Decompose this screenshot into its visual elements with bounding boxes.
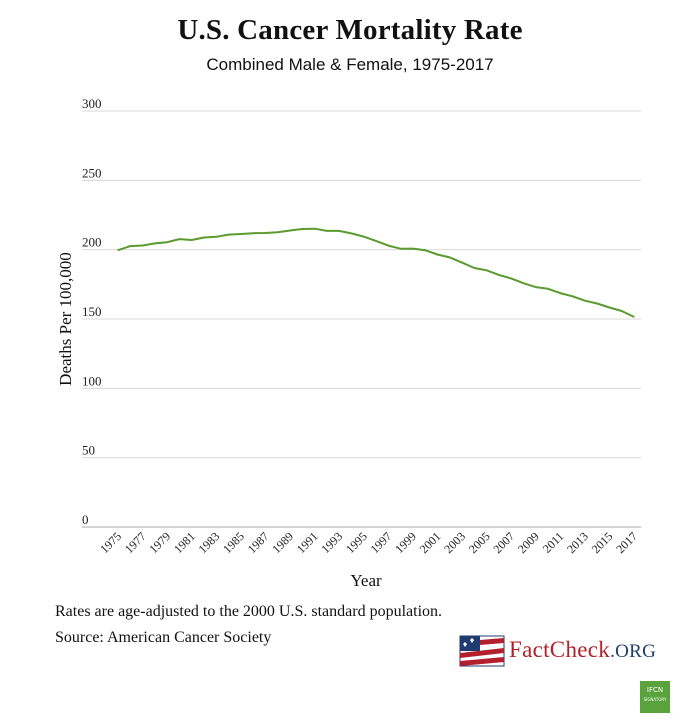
factcheck-suffix: .ORG xyxy=(610,641,657,662)
badge-line1: IFCN xyxy=(646,686,664,694)
data-point-1990 xyxy=(301,228,303,230)
data-point-1996 xyxy=(375,240,377,242)
x-tick-label-2003: 2003 xyxy=(441,529,468,556)
data-point-1997 xyxy=(387,245,389,247)
x-tick-label-1999: 1999 xyxy=(392,529,419,556)
x-tick-label-1975: 1975 xyxy=(97,529,124,556)
chart-subtitle: Combined Male & Female, 1975-2017 xyxy=(206,55,494,74)
factcheck-logo: FactCheck.ORG xyxy=(458,630,658,670)
data-point-2014 xyxy=(596,302,598,305)
data-point-2002 xyxy=(449,256,451,259)
data-point-1991 xyxy=(313,228,316,230)
x-axis-label: Year xyxy=(350,571,382,590)
data-point-1995 xyxy=(363,236,365,238)
y-tick-label-50: 50 xyxy=(82,443,95,458)
data-point-1993 xyxy=(338,230,340,232)
data-point-2006 xyxy=(498,274,500,276)
data-point-1976 xyxy=(129,245,131,247)
x-tick-label-1997: 1997 xyxy=(368,529,395,556)
y-tick-label-0: 0 xyxy=(82,512,89,527)
chart-title: U.S. Cancer Mortality Rate xyxy=(177,14,523,46)
x-tick-label-2013: 2013 xyxy=(564,529,591,556)
x-tick-label-2015: 2015 xyxy=(589,529,616,556)
factcheck-name: FactCheck xyxy=(509,637,611,662)
series-line-0 xyxy=(117,227,635,318)
data-point-1989 xyxy=(289,229,291,232)
x-tick-label-1995: 1995 xyxy=(343,529,370,556)
x-tick-label-2011: 2011 xyxy=(540,529,567,556)
x-tick-label-1985: 1985 xyxy=(220,529,247,556)
data-point-2000 xyxy=(424,249,426,251)
data-point-1988 xyxy=(277,231,279,233)
x-tick-label-2001: 2001 xyxy=(417,529,444,556)
y-tick-label-200: 200 xyxy=(82,235,102,250)
x-tick-label-1979: 1979 xyxy=(146,529,173,556)
x-tick-label-1987: 1987 xyxy=(245,529,272,556)
data-point-2010 xyxy=(547,288,549,290)
data-point-2017 xyxy=(633,316,635,318)
x-tick-label-1989: 1989 xyxy=(269,529,296,556)
data-point-1977 xyxy=(141,244,144,247)
data-point-2016 xyxy=(621,310,623,312)
y-tick-label-100: 100 xyxy=(82,373,102,388)
x-tick-label-1993: 1993 xyxy=(318,529,345,556)
data-point-2005 xyxy=(485,269,488,271)
data-point-2004 xyxy=(473,267,475,269)
x-tick-label-2007: 2007 xyxy=(490,529,517,556)
data-point-1992 xyxy=(326,230,328,232)
x-tick-label-1991: 1991 xyxy=(294,529,321,556)
factcheck-wordmark: FactCheck.ORG xyxy=(509,637,656,663)
data-point-1978 xyxy=(154,242,156,245)
badge-line2: SIGNATORY xyxy=(643,697,667,702)
data-point-2008 xyxy=(522,282,525,284)
data-point-1987 xyxy=(264,232,267,234)
data-point-2007 xyxy=(510,277,512,279)
y-tick-label-150: 150 xyxy=(82,304,102,319)
data-point-2001 xyxy=(436,253,439,256)
data-point-1975 xyxy=(117,249,119,251)
data-point-2009 xyxy=(535,286,537,288)
source-note: Source: American Cancer Society xyxy=(55,629,272,646)
data-point-1994 xyxy=(350,232,353,235)
x-tick-label-1981: 1981 xyxy=(171,529,198,556)
data-point-2011 xyxy=(559,292,561,294)
data-point-1985 xyxy=(240,233,242,235)
x-tick-label-2017: 2017 xyxy=(613,529,640,556)
data-point-1998 xyxy=(399,248,402,250)
data-point-2015 xyxy=(608,306,611,309)
data-point-1982 xyxy=(203,236,205,239)
data-point-1984 xyxy=(227,233,230,236)
ifcn-signatory-badge-icon: IFCN SIGNATORY xyxy=(640,681,670,713)
x-tick-label-2005: 2005 xyxy=(466,529,493,556)
x-tick-label-1977: 1977 xyxy=(122,529,149,556)
x-tick-label-2009: 2009 xyxy=(515,529,542,556)
y-tick-label-300: 300 xyxy=(82,96,102,111)
data-point-2003 xyxy=(461,261,463,264)
data-point-1986 xyxy=(252,232,254,234)
data-point-1980 xyxy=(178,238,181,240)
data-point-1983 xyxy=(215,236,217,238)
data-point-1999 xyxy=(412,247,414,250)
x-tick-label-1983: 1983 xyxy=(196,529,223,556)
y-tick-label-250: 250 xyxy=(82,165,102,180)
data-point-2012 xyxy=(571,295,574,297)
data-point-2013 xyxy=(584,300,586,302)
data-point-1979 xyxy=(166,241,168,243)
footnote-age-adjusted: Rates are age-adjusted to the 2000 U.S. … xyxy=(55,603,443,620)
y-axis-label: Deaths Per 100,000 xyxy=(56,252,75,386)
american-flag-icon xyxy=(459,635,505,667)
data-point-1981 xyxy=(191,239,193,241)
